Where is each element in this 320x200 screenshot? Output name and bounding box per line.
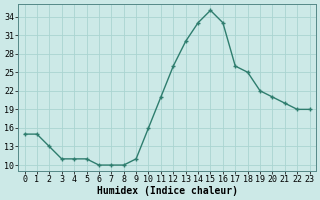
X-axis label: Humidex (Indice chaleur): Humidex (Indice chaleur): [97, 186, 237, 196]
